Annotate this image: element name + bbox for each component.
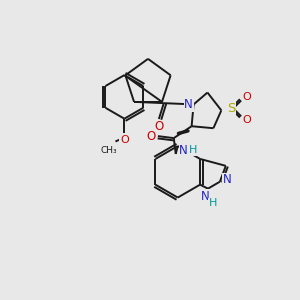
Text: H: H <box>209 199 217 208</box>
Text: H: H <box>188 145 197 155</box>
Text: O: O <box>146 130 156 142</box>
Text: N: N <box>179 143 188 157</box>
Text: N: N <box>222 173 231 186</box>
Text: N: N <box>184 98 193 111</box>
Text: O: O <box>243 115 251 125</box>
Text: O: O <box>243 92 251 101</box>
Text: O: O <box>120 134 129 145</box>
Text: O: O <box>154 120 164 134</box>
Text: CH₃: CH₃ <box>100 146 117 155</box>
Text: S: S <box>227 102 236 115</box>
Text: N: N <box>201 190 209 203</box>
